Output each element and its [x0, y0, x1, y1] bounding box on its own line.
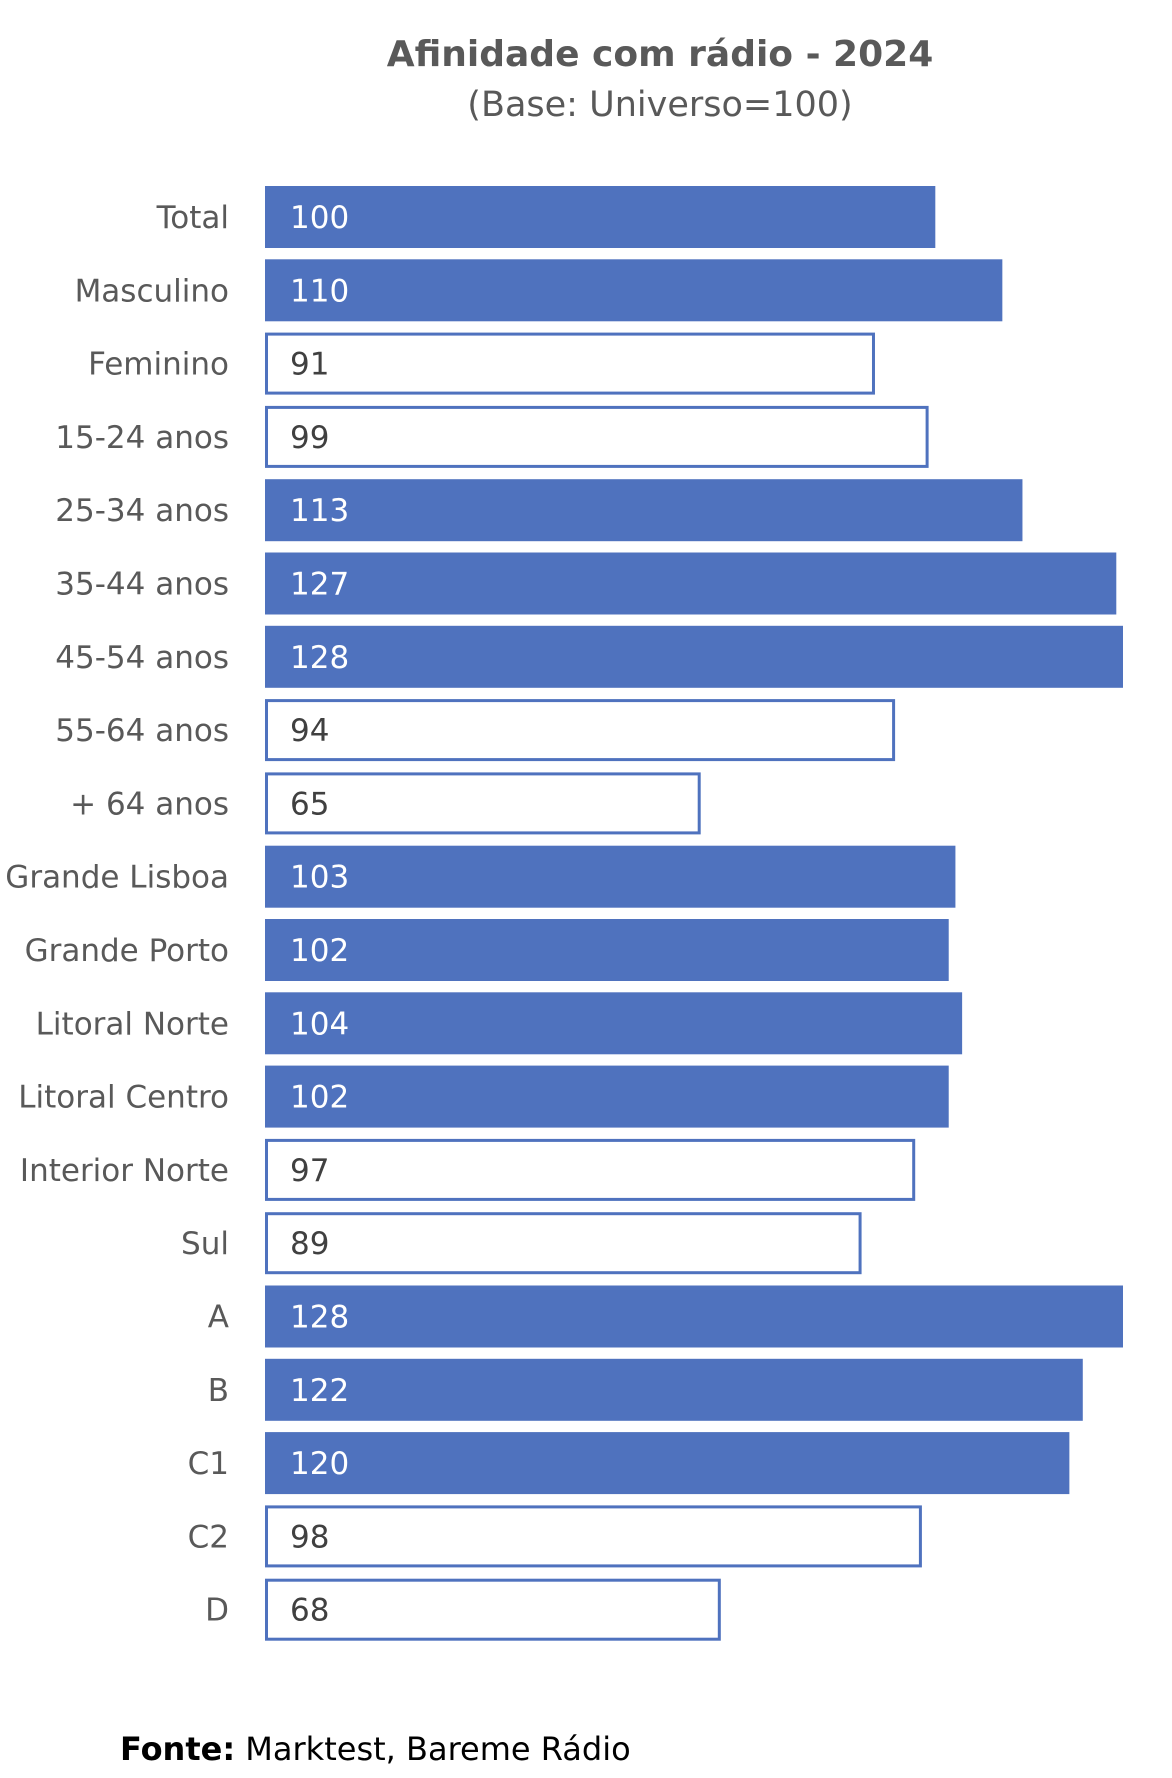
bar	[265, 1578, 721, 1641]
data-label: 68	[290, 1593, 329, 1629]
data-label: 120	[290, 1446, 349, 1482]
bar	[265, 845, 956, 908]
bar	[265, 1285, 1123, 1348]
bar	[265, 552, 1117, 615]
category-label: Grande Porto	[25, 933, 229, 969]
data-label: 100	[290, 200, 349, 236]
bar	[265, 1138, 916, 1201]
category-label: Sul	[181, 1226, 229, 1262]
data-label: 122	[290, 1373, 349, 1409]
data-label: 102	[290, 933, 349, 969]
bar	[265, 1358, 1083, 1421]
bar	[265, 1505, 922, 1568]
bar	[265, 332, 875, 395]
category-label: Interior Norte	[20, 1153, 229, 1189]
category-label: Total	[156, 200, 229, 236]
bar	[265, 1432, 1070, 1495]
category-label: 25-34 anos	[55, 493, 229, 529]
category-label: A	[208, 1300, 229, 1336]
bar	[265, 992, 963, 1055]
data-label: 91	[290, 347, 329, 383]
chart-title: Afinidade com rádio - 2024	[387, 34, 934, 75]
source-text: Marktest, Bareme Rádio	[235, 1730, 631, 1768]
category-label: Feminino	[88, 347, 229, 383]
data-label: 99	[290, 420, 329, 456]
bar	[265, 1212, 862, 1275]
bar	[265, 919, 949, 981]
data-label: 65	[290, 786, 329, 822]
category-label: C2	[188, 1519, 229, 1555]
category-label: C1	[188, 1446, 229, 1482]
bar	[265, 699, 896, 762]
bar	[265, 479, 1023, 542]
bar	[265, 772, 701, 835]
source-note: Fonte: Marktest, Bareme Rádio	[120, 1730, 631, 1768]
category-label: Litoral Centro	[18, 1080, 229, 1116]
bar	[265, 625, 1123, 688]
data-label: 128	[290, 640, 349, 676]
data-label: 89	[290, 1226, 329, 1262]
data-label: 94	[290, 713, 329, 749]
category-label: Grande Lisboa	[5, 860, 229, 896]
data-label: 110	[290, 273, 349, 309]
bar	[265, 186, 936, 248]
category-label: D	[205, 1593, 229, 1629]
data-label: 127	[290, 567, 349, 603]
bar	[265, 259, 1003, 322]
data-label: 97	[290, 1153, 329, 1189]
category-label: 45-54 anos	[55, 640, 229, 676]
data-label: 104	[290, 1006, 349, 1042]
category-label: Masculino	[75, 273, 229, 309]
bars-group: Total 100 Masculino 110 Feminino 91 15-24 anos…	[5, 186, 1123, 1641]
category-label: + 64 anos	[70, 786, 229, 822]
bar	[265, 1065, 949, 1128]
data-label: 113	[290, 493, 349, 529]
data-label: 128	[290, 1300, 349, 1336]
category-label: 55-64 anos	[55, 713, 229, 749]
data-label: 98	[290, 1519, 329, 1555]
chart-subtitle: (Base: Universo=100)	[467, 85, 852, 125]
category-label: Litoral Norte	[36, 1006, 229, 1042]
category-label: 15-24 anos	[55, 420, 229, 456]
bar	[265, 405, 929, 468]
bar-chart: Afinidade com rádio - 2024 (Base: Univer…	[5, 34, 1123, 1641]
source-prefix: Fonte:	[120, 1730, 236, 1768]
category-label: B	[208, 1373, 229, 1409]
category-label: 35-44 anos	[55, 567, 229, 603]
data-label: 103	[290, 860, 349, 896]
data-label: 102	[290, 1080, 349, 1116]
